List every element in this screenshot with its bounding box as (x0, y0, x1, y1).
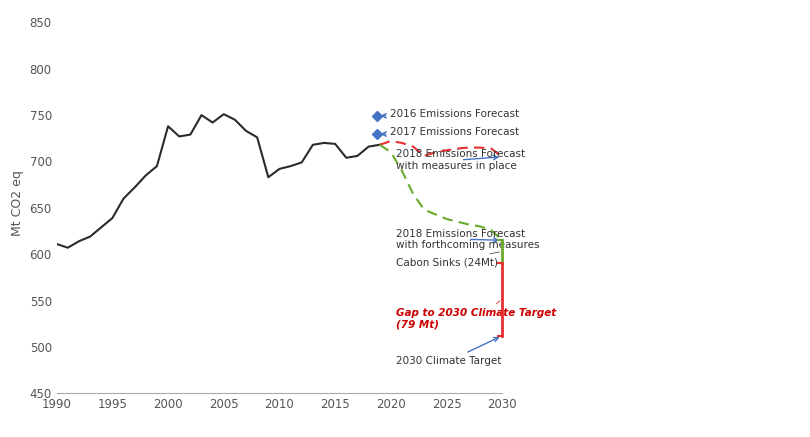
Text: 2030 Climate Target: 2030 Climate Target (396, 337, 501, 366)
Y-axis label: Mt CO2 eq: Mt CO2 eq (11, 170, 24, 236)
Text: 2018 Emissions Forecast
with forthcoming measures: 2018 Emissions Forecast with forthcoming… (396, 229, 539, 250)
Text: Gap to 2030 Climate Target
(79 Mt): Gap to 2030 Climate Target (79 Mt) (396, 301, 556, 329)
Text: 2017 Emissions Forecast: 2017 Emissions Forecast (390, 127, 519, 137)
Text: 2018 Emissions Forecast
with measures in place: 2018 Emissions Forecast with measures in… (396, 149, 526, 171)
Text: Cabon Sinks (24Mt): Cabon Sinks (24Mt) (396, 252, 500, 267)
Text: 2016 Emissions Forecast: 2016 Emissions Forecast (390, 109, 519, 119)
